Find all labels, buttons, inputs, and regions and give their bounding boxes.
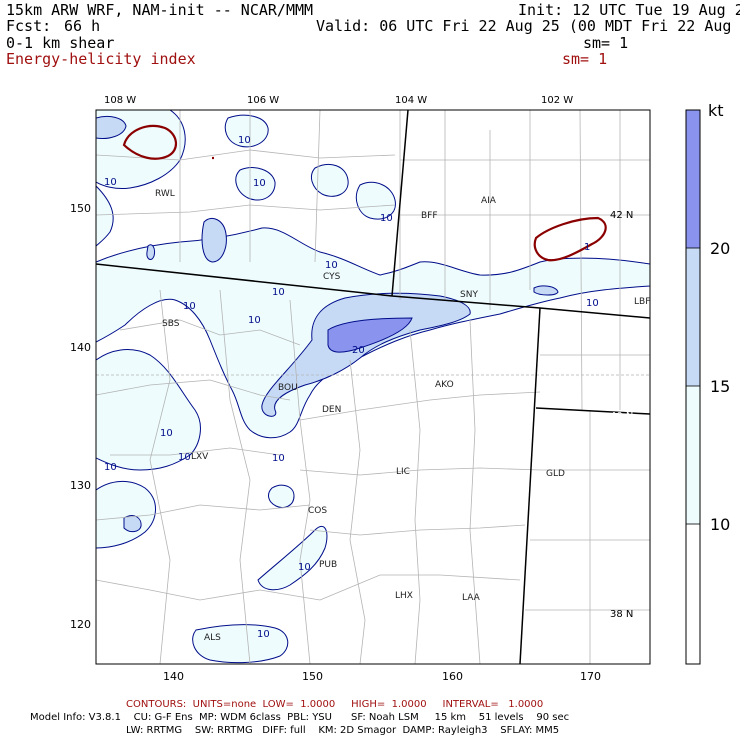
lat-label: 42 N [610,210,633,221]
city-label: PUB [319,560,337,570]
contour-label: 10 [380,213,393,224]
contour-label: 10 [248,315,261,326]
contour-label: 10 [272,453,285,464]
map-frame [95,109,651,665]
x-tick: 150 [302,670,323,683]
valid-time: Valid: 06 UTC Fri 22 Aug 25 (00 MDT Fri … [316,17,740,35]
x-tick: 140 [163,670,184,683]
city-label: SBS [162,319,180,329]
city-label: ALS [204,633,221,643]
city-label: AKO [435,380,454,390]
contour-label: 10 [257,629,270,640]
lon-label: 104 W [395,95,427,106]
city-label: AIA [481,196,497,206]
model-info-line-2: LW: RRTMG SW: RRTMG DIFF: full KM: 2D Sm… [126,725,560,736]
ehi-contour-label: 1 [584,242,590,253]
init-time: Init: 12 UTC Tue 19 Aug 25 [518,1,740,19]
city-label: DEN [322,405,341,415]
contour-label: 10 [272,287,285,298]
city-label: LXV [191,452,209,462]
contour-label: 10 [183,301,196,312]
contour-label: 10 [325,260,338,271]
x-tick: 170 [580,670,601,683]
lon-label: 106 W [247,95,279,106]
city-label: CYS [323,272,341,282]
city-label: COS [308,506,327,516]
y-tick: 120 [70,618,91,631]
contour-label: 10 [238,135,251,146]
contour-label: 10 [298,562,311,573]
city-label: LAA [462,593,481,603]
field-shear-name: 0-1 km shear [6,34,115,52]
city-label: GLD [546,469,565,479]
contour-label: 10 [253,178,266,189]
colorbar-label: 10 [710,515,730,534]
colorbar-label: 20 [710,239,730,258]
city-label: LIC [396,467,410,477]
city-label: LHX [395,591,413,601]
model-title: 15km ARW WRF, NAM-init -- NCAR/MMM [6,1,314,19]
model-info-line-1: Model Info: V3.8.1 CU: G-F Ens MP: WDM 6… [30,712,570,723]
contour-label: 10 [586,298,599,309]
city-label: LBF [634,297,650,307]
field-ehi-smoothing: sm= 1 [562,50,608,68]
colorbar-unit: kt [708,101,724,120]
state-boundaries [96,110,650,664]
lon-label: 108 W [104,95,136,106]
colorbar-swatch-below [686,524,700,664]
field-shear-smoothing: sm= 1 [583,34,629,52]
field-ehi-name: Energy-helicity index [6,50,196,68]
y-tick: 130 [70,479,91,492]
lat-label: 40 N [610,411,633,422]
city-label: BOU [278,383,298,393]
city-label: SNY [460,290,478,300]
x-tick: 160 [442,670,463,683]
colorbar-swatch-10 [686,386,700,524]
county-lines [96,110,650,664]
shear-20kt-region [327,317,413,353]
lat-label: 38 N [610,609,633,620]
colorbar-swatch-15 [686,248,700,386]
contour-label: 10 [104,462,117,473]
contour-label: 20 [352,345,365,356]
contour-label: 10 [104,177,117,188]
city-label: RWL [155,189,175,199]
contour-label: 10 [160,428,173,439]
colorbar: kt 20 15 10 [685,101,730,665]
city-label: BFF [421,211,438,221]
forecast-label: Fcst: [6,17,52,35]
y-tick: 150 [70,202,91,215]
ehi-contours [122,124,607,262]
shear-15kt-regions [96,115,559,533]
contours-info: CONTOURS: UNITS=none LOW= 1.0000 HIGH= 1… [126,699,544,710]
city-labels: RWL BFF AIA CYS SNY LBF SBS BOU DEN AKO … [155,189,650,643]
y-tick: 140 [70,341,91,354]
contour-label: 10 [178,452,191,463]
colorbar-label: 15 [710,377,730,396]
contour-labels: 10 10 10 10 10 10 10 10 10 10 20 10 10 1… [104,135,599,640]
forecast-hour: 66 h [64,17,101,35]
lon-label: 102 W [541,95,573,106]
colorbar-swatch-20 [686,110,700,248]
